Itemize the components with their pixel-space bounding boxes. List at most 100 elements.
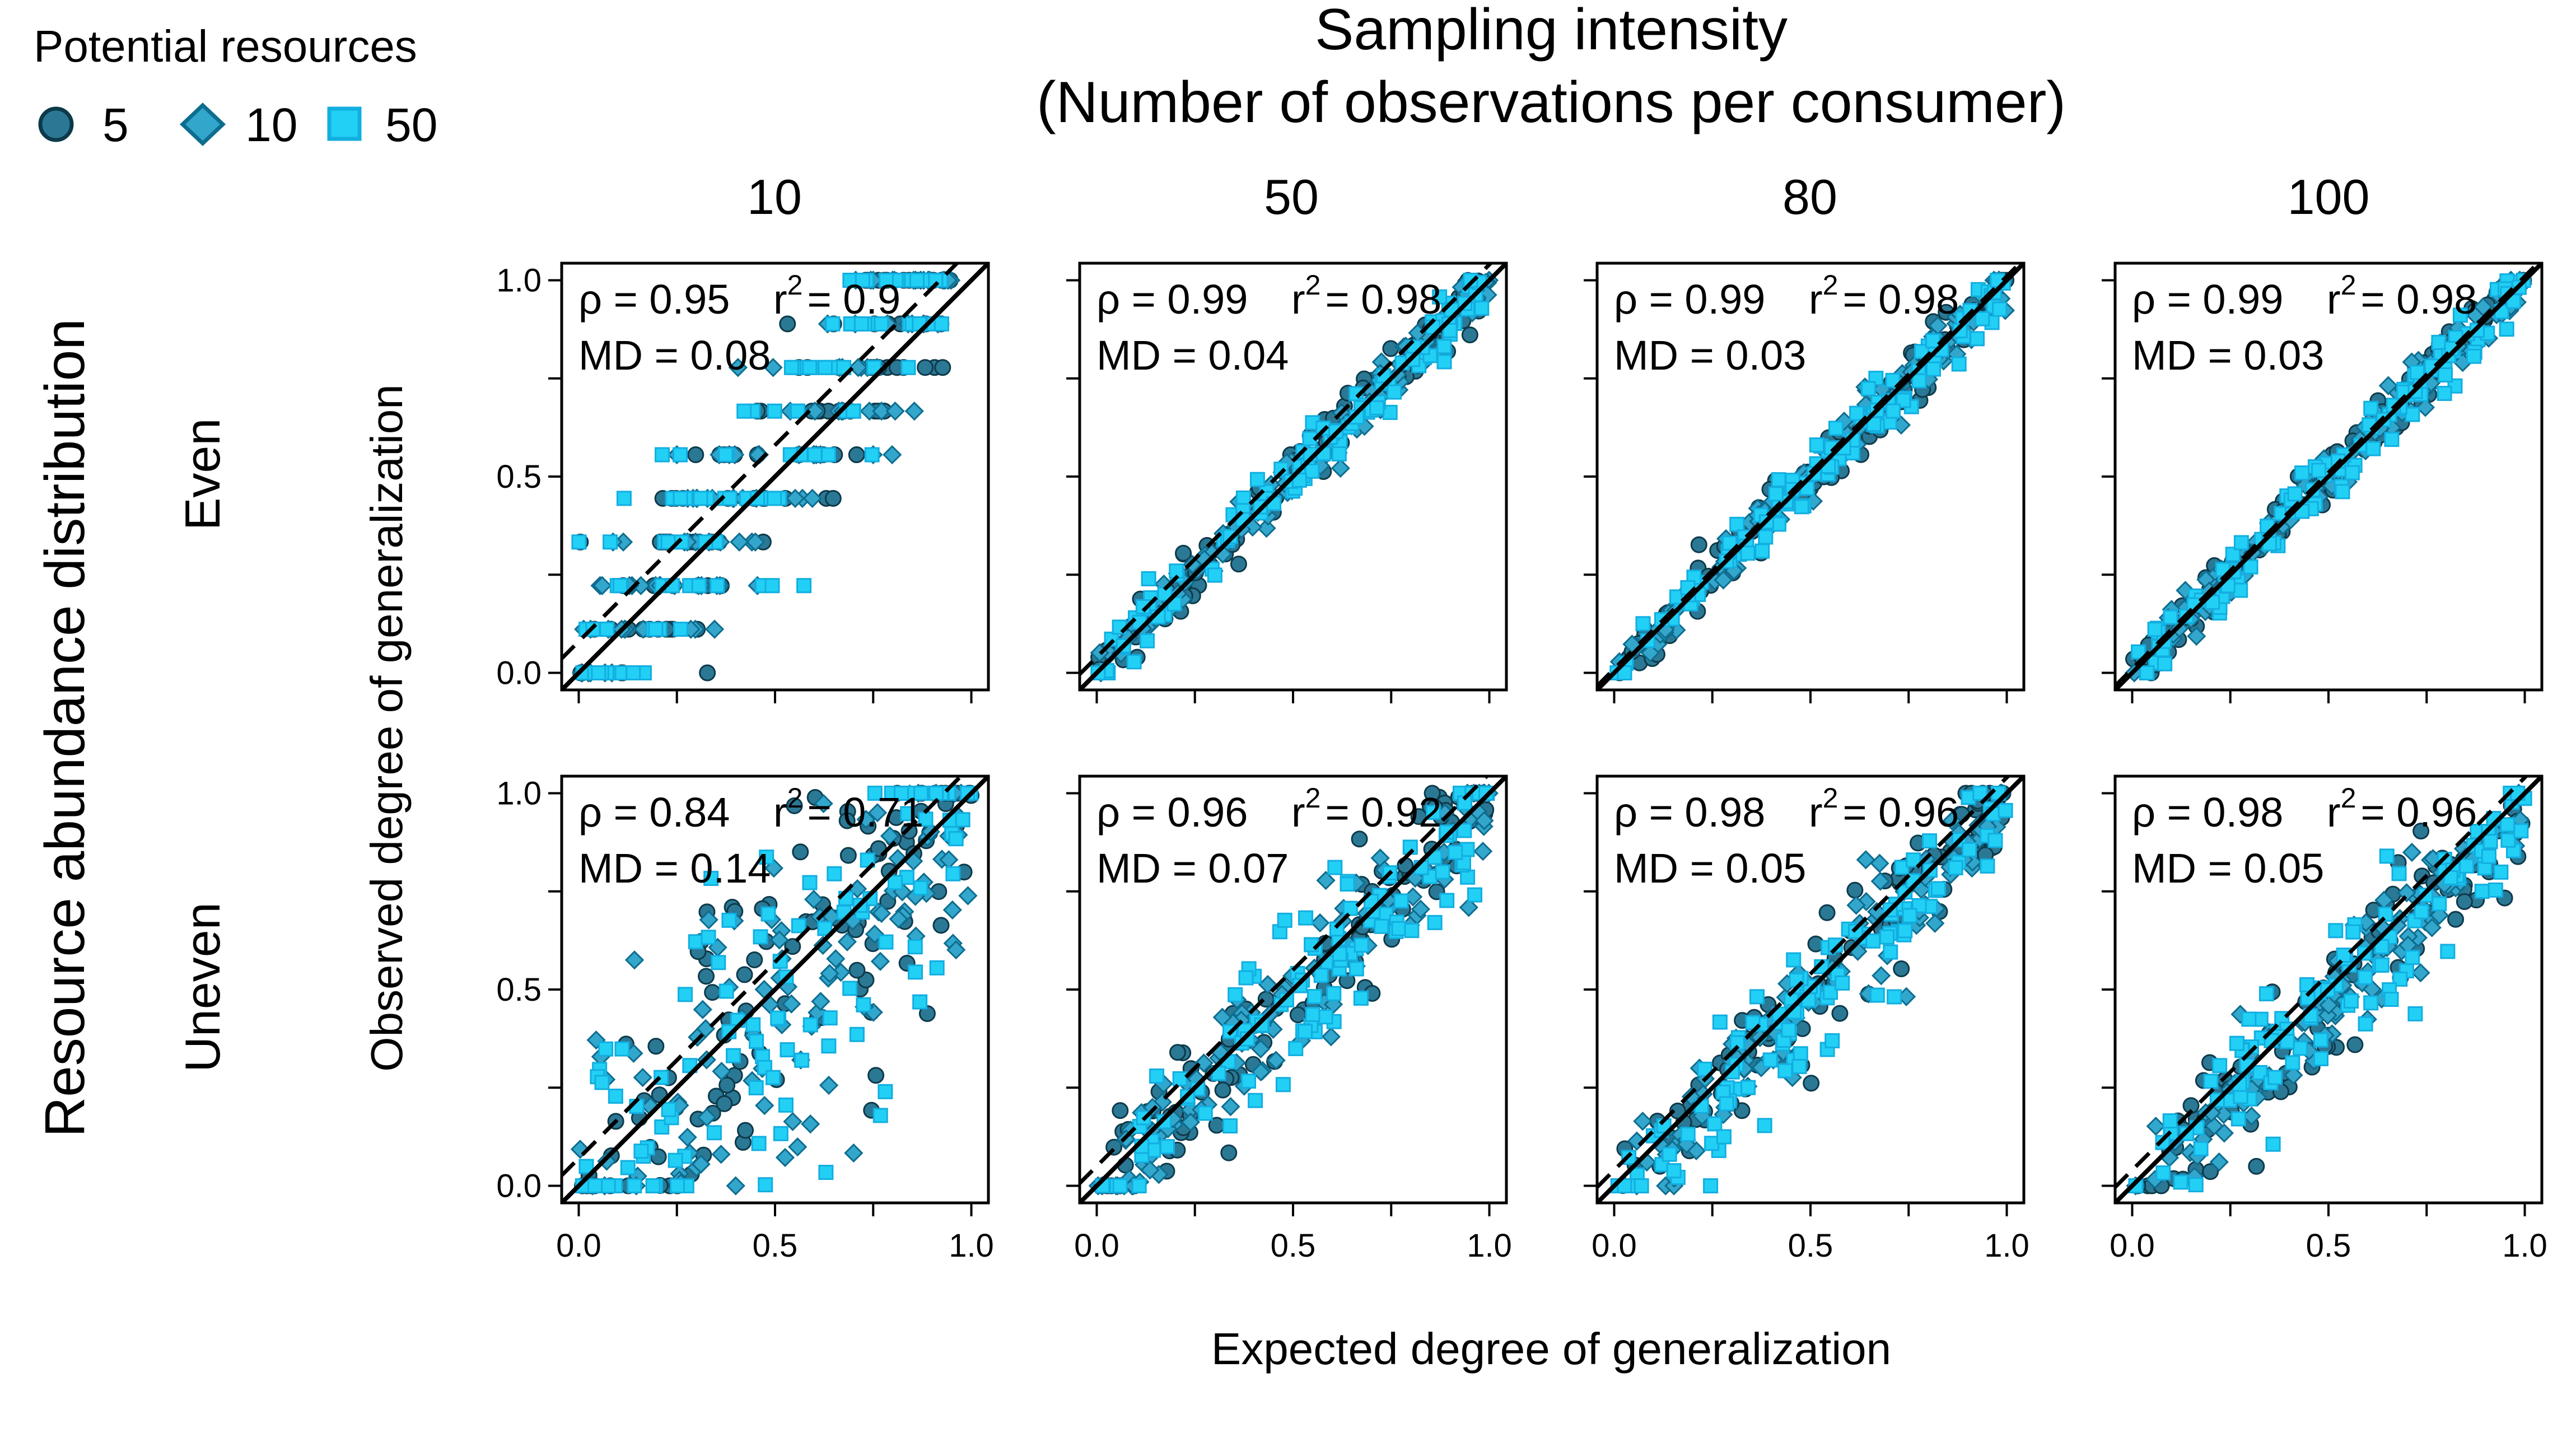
data-point-50 <box>753 929 768 945</box>
data-point-50 <box>1474 300 1490 316</box>
data-point-50 <box>1975 311 1990 326</box>
data-point-50 <box>907 964 923 980</box>
data-point-50 <box>955 812 970 828</box>
data-point-50 <box>1754 543 1770 559</box>
x-tick-label: 0.5 <box>1271 1228 1316 1264</box>
data-point-50 <box>2493 864 2509 880</box>
scatter-points <box>1610 783 2013 1196</box>
data-point-50 <box>600 1178 616 1194</box>
rho-annotation: ρ = 0.84 <box>578 789 730 836</box>
data-point-50 <box>2155 1165 2171 1181</box>
data-point-50 <box>1998 802 2013 818</box>
data-point-50 <box>879 272 894 288</box>
data-point-50 <box>864 447 880 463</box>
data-point-50 <box>1824 1033 1840 1049</box>
data-point-10 <box>745 532 765 552</box>
data-point-50 <box>1197 1105 1213 1121</box>
legend-label-50: 50 <box>385 99 437 151</box>
data-point-50 <box>1886 403 1901 419</box>
data-point-50 <box>1353 990 1369 1006</box>
data-point-50 <box>2265 1136 2281 1152</box>
data-point-50 <box>2374 957 2390 973</box>
data-point-50 <box>802 360 818 375</box>
data-point-50 <box>718 983 734 999</box>
data-point-50 <box>1425 805 1441 820</box>
data-point-50 <box>773 1126 788 1141</box>
data-point-5 <box>848 446 865 464</box>
data-point-50 <box>693 491 708 506</box>
data-point-5 <box>1893 960 1910 977</box>
data-point-10 <box>819 1075 839 1095</box>
data-point-50 <box>2259 986 2275 1002</box>
data-point-50 <box>822 1010 838 1026</box>
data-point-10 <box>775 1147 795 1168</box>
data-point-50 <box>2414 904 2429 920</box>
data-point-10 <box>785 488 805 508</box>
data-point-5 <box>2456 893 2473 911</box>
data-point-10 <box>942 900 962 920</box>
data-point-10 <box>1942 811 1962 830</box>
data-point-50 <box>2162 1113 2178 1129</box>
data-point-50 <box>1970 331 1985 347</box>
data-point-5 <box>1214 1081 1231 1099</box>
data-point-50 <box>1273 461 1289 477</box>
identity-line <box>1597 263 2024 690</box>
data-point-50 <box>2474 884 2490 899</box>
data-point-5 <box>1169 1044 1186 1061</box>
data-point-50 <box>1393 893 1409 909</box>
data-point-50 <box>1248 1093 1263 1108</box>
data-point-50 <box>1634 1178 1649 1194</box>
data-point-50 <box>934 316 949 332</box>
data-point-10 <box>730 532 749 552</box>
fit-line <box>1080 776 1490 1186</box>
r2-annotation: r2 = 0.9 <box>773 269 900 323</box>
data-point-10 <box>783 1112 802 1131</box>
data-point-50 <box>1828 421 1844 436</box>
data-point-50 <box>2379 848 2395 864</box>
data-point-50 <box>2225 547 2241 562</box>
data-point-50 <box>1135 599 1151 615</box>
data-point-10 <box>889 909 908 929</box>
data-point-50 <box>1768 486 1784 502</box>
data-point-50 <box>1951 356 1967 372</box>
data-point-10 <box>801 1114 820 1134</box>
identity-line <box>1597 776 2024 1203</box>
r2-annotation: r2 = 0.98 <box>1809 269 1959 323</box>
x-tick-label: 0.0 <box>2110 1228 2155 1264</box>
data-point-50 <box>2500 817 2516 833</box>
data-point-50 <box>907 939 923 955</box>
data-point-50 <box>783 360 799 375</box>
data-point-50 <box>2294 465 2310 481</box>
data-point-50 <box>872 1108 888 1123</box>
data-point-50 <box>620 1160 636 1175</box>
r2-value: = 0.98 <box>2360 276 2477 323</box>
data-point-50 <box>760 906 776 922</box>
data-point-50 <box>2488 882 2503 898</box>
data-point-50 <box>2229 1035 2245 1051</box>
row-group-label: Resource abundance distribution <box>34 319 96 1137</box>
data-point-50 <box>1771 472 1786 488</box>
data-point-50 <box>1987 833 2003 848</box>
data-point-50 <box>1140 633 1155 648</box>
data-point-50 <box>1342 900 1358 916</box>
data-point-50 <box>1716 1129 1732 1145</box>
data-point-50 <box>2163 609 2178 625</box>
data-point-50 <box>722 491 738 506</box>
data-point-50 <box>1374 918 1389 934</box>
legend-label-5: 5 <box>102 99 129 151</box>
data-point-50 <box>780 1042 795 1058</box>
data-point-50 <box>1703 1178 1719 1194</box>
data-point-50 <box>759 850 774 865</box>
data-point-50 <box>1422 348 1438 363</box>
data-point-50 <box>710 578 725 594</box>
data-point-50 <box>1712 1014 1728 1030</box>
data-point-50 <box>1275 1077 1291 1093</box>
y-tick-label: 0.0 <box>496 1168 542 1205</box>
data-point-50 <box>1329 921 1345 937</box>
data-point-50 <box>887 875 903 890</box>
data-point-50 <box>856 997 871 1012</box>
data-point-50 <box>2363 995 2379 1011</box>
data-point-50 <box>691 578 707 594</box>
data-point-5 <box>848 962 866 979</box>
